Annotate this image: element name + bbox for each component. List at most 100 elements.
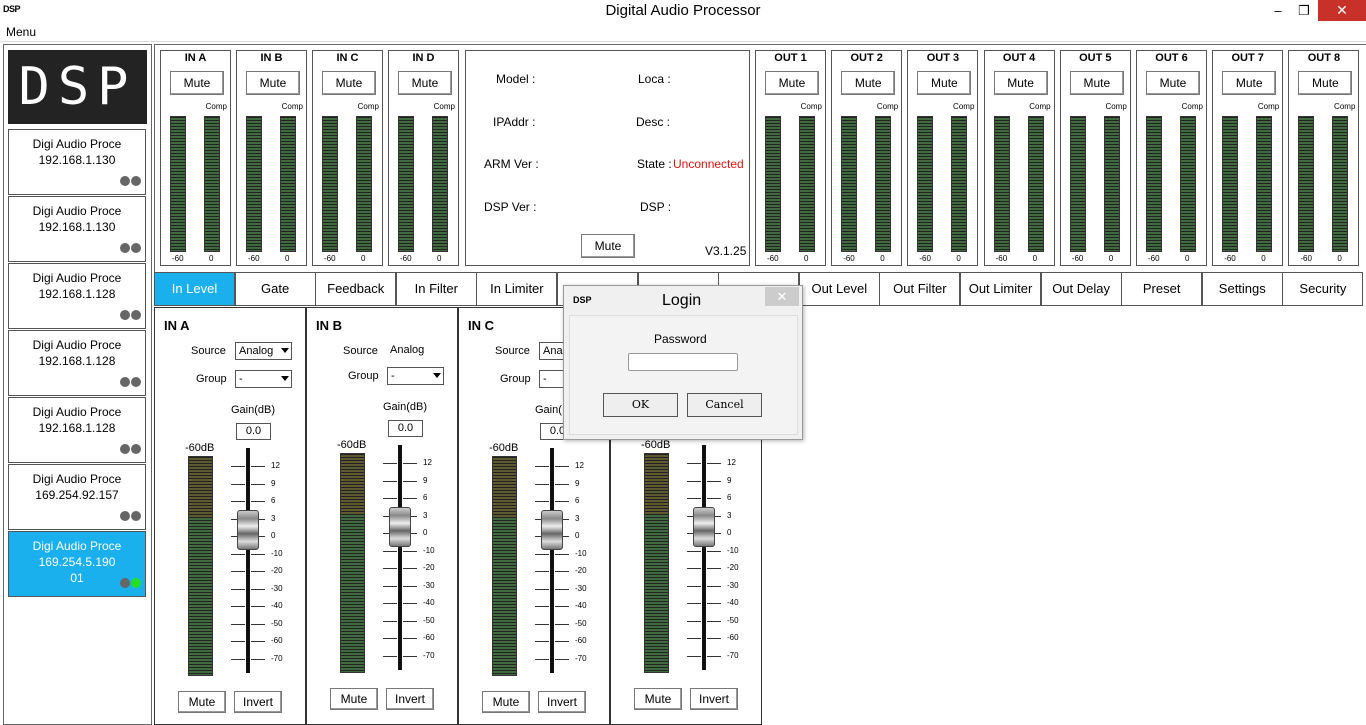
fader-scale-label: -70 — [727, 650, 739, 660]
ok-button[interactable]: OK — [603, 393, 678, 417]
dialog-close-button[interactable]: ✕ — [765, 287, 799, 306]
password-input[interactable] — [628, 353, 738, 371]
maximize-button[interactable]: ❐ — [1298, 3, 1310, 18]
group-select[interactable]: - — [387, 367, 444, 385]
fader-scale-label: 12 — [727, 458, 736, 467]
level-meter — [1222, 116, 1239, 252]
gain-fader-track[interactable] — [702, 445, 706, 670]
fader-tick — [403, 638, 417, 639]
fader-scale-label: 9 — [271, 478, 276, 488]
status-dots — [119, 308, 141, 324]
device-item[interactable]: Digi Audio Proce 169.254.92.157 — [8, 464, 146, 530]
channel-mute-button[interactable]: Mute — [322, 71, 376, 95]
tab-item[interactable]: Settings — [1201, 272, 1283, 306]
gain-input[interactable]: 0.0 — [388, 420, 423, 437]
tab-item[interactable]: In Filter — [395, 272, 477, 306]
level-mute-button[interactable]: Mute — [178, 691, 226, 713]
tab-item[interactable]: In Limiter — [476, 272, 558, 306]
fader-tick — [251, 466, 265, 467]
gain-fader-knob[interactable] — [541, 510, 563, 550]
menu-item-menu[interactable]: Menu — [6, 25, 37, 39]
fader-scale-label: 3 — [423, 510, 428, 520]
tab-item[interactable]: Security — [1282, 272, 1364, 306]
meter-max-label: 0 — [1185, 254, 1190, 263]
status-dot-icon — [131, 310, 141, 320]
meter-max-label: 0 — [1261, 254, 1266, 263]
gain-fader-knob[interactable] — [237, 510, 259, 550]
meter-min-label: -60 — [767, 254, 779, 263]
group-select[interactable]: - — [235, 370, 292, 388]
channel-mute-button[interactable]: Mute — [1222, 71, 1277, 95]
level-mute-button[interactable]: Mute — [330, 688, 378, 710]
invert-button[interactable]: Invert — [538, 691, 586, 713]
minimize-button[interactable]: – — [1274, 3, 1282, 18]
ipaddr-label: IPAddr : — [493, 115, 536, 129]
fader-tick — [535, 571, 549, 572]
tab-item[interactable]: Feedback — [315, 272, 397, 306]
meter-min-label: -60 — [400, 254, 412, 263]
channel-mute-button[interactable]: Mute — [993, 71, 1048, 95]
fader-tick — [535, 658, 549, 660]
channel-mute-button[interactable]: Mute — [1069, 71, 1124, 95]
output-channel-strip: OUT 1 Mute Comp -60 0 — [755, 50, 826, 266]
channel-mute-button[interactable]: Mute — [841, 71, 896, 95]
level-mute-button[interactable]: Mute — [634, 688, 682, 710]
device-item[interactable]: Digi Audio Proce 192.168.1.130 — [8, 196, 146, 262]
channel-mute-button[interactable]: Mute — [765, 71, 819, 95]
gain-fader-track[interactable] — [398, 445, 402, 670]
fader-scale-label: -20 — [423, 563, 435, 572]
app-icon: DSP — [3, 4, 21, 14]
device-item[interactable]: Digi Audio Proce 192.168.1.128 — [8, 263, 146, 329]
comp-label: Comp — [205, 102, 227, 111]
level-mute-button[interactable]: Mute — [482, 691, 530, 713]
fader-tick — [231, 623, 245, 625]
device-item[interactable]: Digi Audio Proce 192.168.1.128 — [8, 397, 146, 463]
invert-button[interactable]: Invert — [386, 688, 434, 710]
state-label: State : — [637, 157, 672, 171]
channel-mute-button[interactable]: Mute — [246, 71, 300, 95]
tab-item[interactable]: Gate — [234, 272, 316, 306]
channel-mute-button[interactable]: Mute — [170, 71, 224, 95]
device-item[interactable]: Digi Audio Proce 192.168.1.128 — [8, 330, 146, 396]
tab-item[interactable]: Out Limiter — [960, 272, 1041, 306]
tab-item[interactable]: Out Filter — [879, 272, 961, 306]
device-item[interactable]: Digi Audio Proce 192.168.1.130 — [8, 129, 146, 195]
meter-min-label: -60 — [172, 254, 184, 263]
input-level-panel: IN A Source Analog Group - Gain(dB) 0.0 -… — [154, 307, 306, 725]
channel-mute-button[interactable]: Mute — [398, 71, 452, 95]
channel-name: OUT 2 — [850, 52, 883, 64]
fader-tick — [403, 550, 417, 552]
password-label: Password — [654, 332, 707, 346]
source-select[interactable]: Analog — [235, 342, 292, 360]
master-mute-button[interactable]: Mute — [581, 234, 635, 258]
invert-button[interactable]: Invert — [234, 691, 282, 713]
cancel-button[interactable]: Cancel — [687, 393, 762, 417]
source-select[interactable]: Analog — [387, 342, 444, 360]
gain-input[interactable]: 0.0 — [236, 423, 271, 440]
meter-max-label: 0 — [209, 254, 214, 263]
tab-item[interactable]: In Level — [154, 272, 235, 306]
status-dot-icon — [131, 176, 141, 186]
input-channel-strip: IN A Mute Comp -60 0 — [160, 50, 231, 266]
status-dot-icon — [120, 310, 130, 320]
source-label: Source — [343, 345, 378, 357]
tab-item[interactable]: Preset — [1121, 272, 1203, 306]
input-level-meter — [188, 456, 213, 676]
gain-fader-knob[interactable] — [693, 507, 715, 547]
device-item[interactable]: Digi Audio Proce 169.254.5.190 01 — [8, 531, 146, 597]
gain-fader-track[interactable] — [246, 448, 250, 673]
channel-mute-button[interactable]: Mute — [1298, 71, 1353, 95]
fader-scale-label: -30 — [575, 583, 587, 593]
output-channel-strip: OUT 5 Mute Comp -60 0 — [1059, 50, 1131, 266]
gain-fader-track[interactable] — [550, 448, 554, 673]
channel-mute-button[interactable]: Mute — [917, 71, 972, 95]
tab-item[interactable]: Out Delay — [1040, 272, 1122, 306]
tab-item[interactable]: Out Level — [798, 272, 880, 306]
gain-fader-knob[interactable] — [389, 507, 411, 547]
close-window-button[interactable]: ✕ — [1318, 0, 1366, 21]
status-dot-icon — [131, 243, 141, 253]
fader-tick — [555, 501, 569, 502]
channel-name: OUT 1 — [774, 52, 807, 64]
invert-button[interactable]: Invert — [690, 688, 738, 710]
channel-mute-button[interactable]: Mute — [1146, 71, 1200, 95]
